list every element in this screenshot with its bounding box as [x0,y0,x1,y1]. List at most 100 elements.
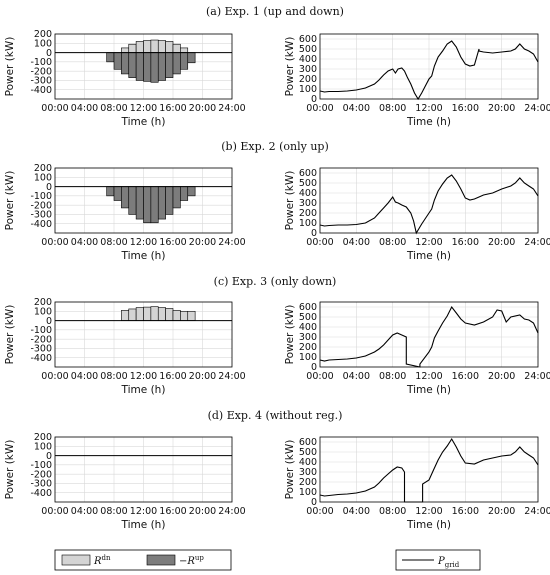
bar-rup [113,186,122,201]
x-tick-label: 20:00 [488,506,515,517]
x-tick-label: 24:00 [524,103,550,114]
x-axis-label: Time (h) [121,384,166,396]
bar-rup [106,52,115,63]
x-tick-label: 24:00 [218,237,245,248]
x-tick-label: 00:00 [41,371,68,382]
bar-rdn [150,306,159,321]
bar-rup [128,52,137,78]
y-tick-label: 100 [34,38,52,49]
y-axis-label: Power (kW) [4,305,16,365]
bar-rup [180,52,189,70]
bar-rup [157,186,166,220]
legend-left-box [54,549,232,571]
x-tick-label: 00:00 [306,103,333,114]
x-tick-label: 24:00 [218,103,245,114]
x-tick-label: 24:00 [218,506,245,517]
y-tick-label: 0 [311,497,317,508]
y-tick-label: 0 [46,316,52,327]
bar-rdn [187,310,196,321]
x-tick-label: 04:00 [343,237,370,248]
x-tick-label: 24:00 [524,237,550,248]
x-tick-label: 08:00 [100,237,127,248]
y-axis-label: Power (kW) [4,440,16,500]
legend-label-rup-sup: up [195,554,205,562]
bar-rup [143,186,152,224]
x-tick-label: 16:00 [159,506,186,517]
x-tick-label: 08:00 [379,506,406,517]
bar-rdn [172,43,181,53]
x-tick-label: 20:00 [488,103,515,114]
y-tick-label: 200 [34,432,52,443]
x-tick-label: 00:00 [306,506,333,517]
y-tick-label: 300 [299,467,317,478]
axes-frame [54,33,233,100]
bar-rup [187,186,196,197]
y-tick-label: 200 [34,163,52,174]
y-tick-label: 600 [299,302,317,313]
bar-rdn [165,41,174,53]
bar-rdn [135,41,144,53]
y-tick-label: 400 [299,457,317,468]
y-tick-label: 100 [34,306,52,317]
bar-rdn [143,306,152,321]
x-axis-label: Time (h) [121,116,166,128]
x-tick-label: 00:00 [41,103,68,114]
bar-rdn [157,40,166,53]
x-tick-label: 08:00 [379,371,406,382]
x-tick-label: 12:00 [415,237,442,248]
bar-rdn [128,43,137,53]
y-tick-label: 100 [299,218,317,229]
x-tick-label: 04:00 [71,371,98,382]
y-tick-label: 400 [299,54,317,65]
x-tick-label: 20:00 [189,506,216,517]
x-tick-label: 16:00 [452,506,479,517]
x-axis-label: Time (h) [406,519,451,531]
bar-rup [180,186,189,201]
bar-rdn [172,310,181,321]
bar-rdn [128,308,137,321]
y-tick-label: 100 [299,84,317,95]
bar-rup [106,186,115,197]
x-axis-label: Time (h) [406,250,451,262]
bar-rdn [180,47,189,53]
y-axis-label: Power (kW) [284,440,296,500]
x-axis-label: Time (h) [406,384,451,396]
y-tick-label: 200 [34,297,52,308]
y-tick-label: -200 [30,66,52,77]
bar-rup [135,52,144,81]
x-tick-label: 04:00 [71,103,98,114]
x-tick-label: 12:00 [130,506,157,517]
bar-rdn [143,40,152,53]
legend-label-rup-main: R [186,556,195,567]
y-tick-label: 0 [311,94,317,105]
x-tick-label: 12:00 [130,237,157,248]
x-tick-label: 12:00 [415,506,442,517]
x-tick-label: 00:00 [41,506,68,517]
x-tick-label: 12:00 [415,103,442,114]
x-tick-label: 04:00 [343,506,370,517]
bar-rdn [121,310,130,321]
legend-label-rdn-main: R [93,556,102,567]
bar-rup [143,52,152,82]
y-tick-label: 400 [299,188,317,199]
y-axis-label: Power (kW) [284,171,296,231]
y-tick-label: 500 [299,447,317,458]
y-tick-label: 200 [34,29,52,40]
x-tick-label: 04:00 [343,103,370,114]
x-axis-label: Time (h) [121,519,166,531]
y-tick-label: 0 [46,451,52,462]
x-tick-label: 20:00 [488,237,515,248]
bar-rup [165,52,174,78]
legend-label-rdn: Rdn [93,554,111,567]
x-tick-label: 20:00 [488,371,515,382]
x-axis-label: Time (h) [121,250,166,262]
legend-swatch-rup [146,554,176,566]
y-tick-label: -400 [30,85,52,96]
x-tick-label: 20:00 [189,371,216,382]
bar-rdn [121,47,130,53]
x-tick-label: 16:00 [452,237,479,248]
axes-frame [319,436,539,503]
legend-label-pgrid: Pgrid [437,556,460,569]
line-pgrid [319,40,539,101]
